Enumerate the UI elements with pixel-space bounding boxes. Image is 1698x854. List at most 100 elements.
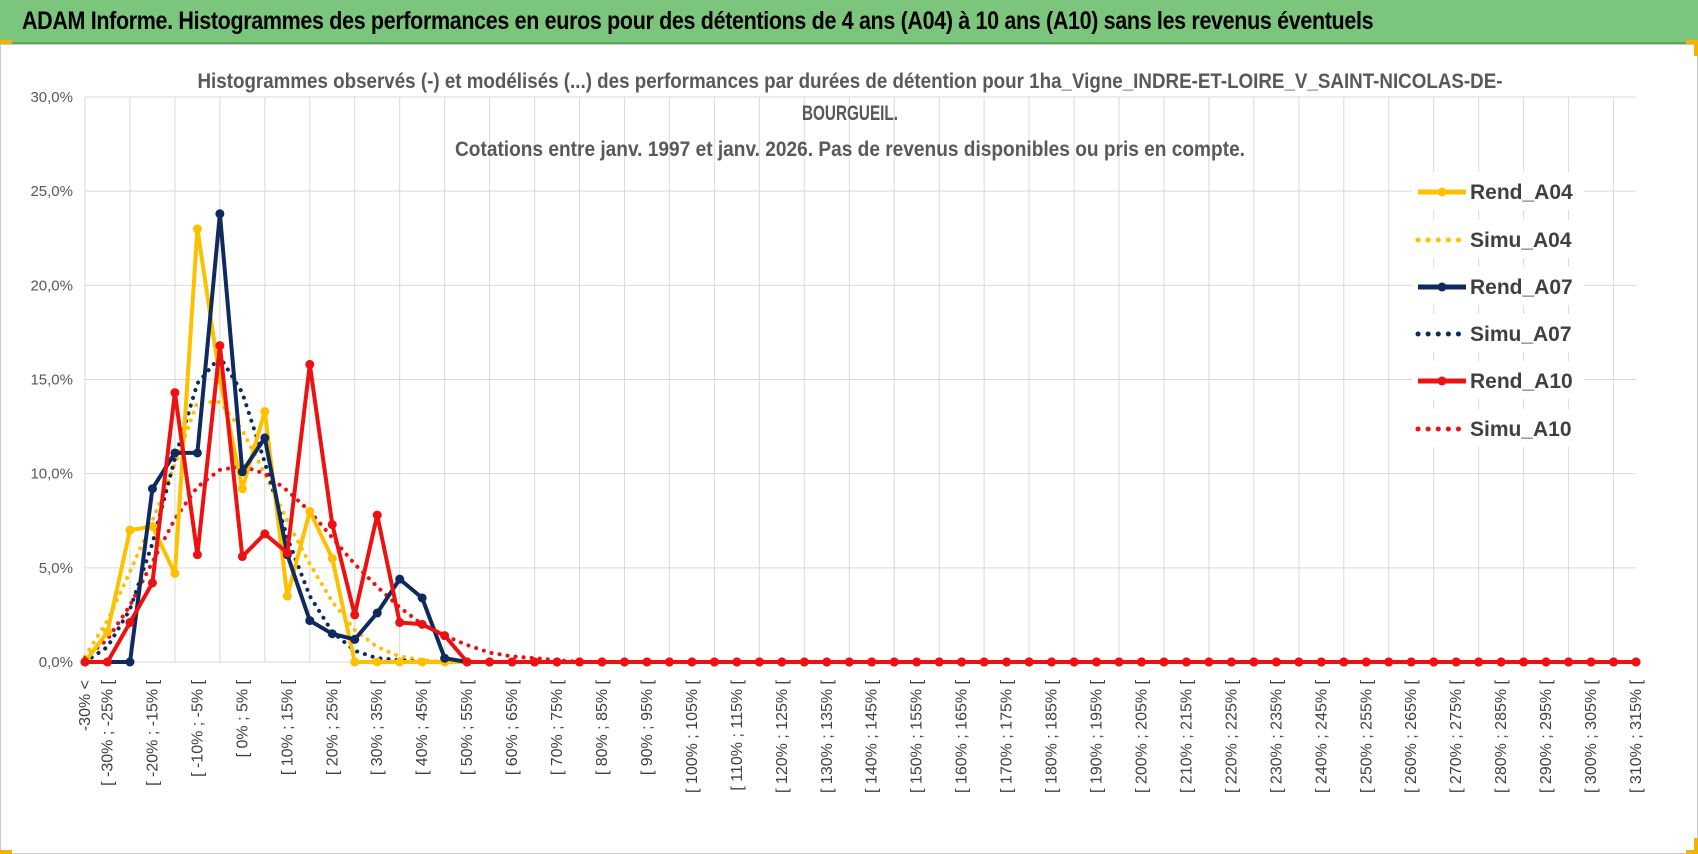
legend-label: Rend_A10	[1470, 370, 1573, 393]
data-point	[350, 657, 360, 667]
data-point	[732, 657, 742, 667]
data-point	[80, 657, 90, 667]
x-tick-label: [ 40% ; 45% [	[414, 679, 431, 775]
data-point	[1541, 657, 1551, 667]
chart-title-line: Cotations entre janv. 1997 et janv. 2026…	[455, 138, 1245, 161]
x-tick-label: [ 310% ; 315% [	[1628, 679, 1645, 793]
data-point	[979, 657, 989, 667]
data-point	[237, 552, 247, 562]
series-line	[83, 464, 1638, 664]
x-tick-label: [ 30% ; 35% [	[369, 679, 386, 775]
data-point	[305, 506, 315, 516]
data-point	[417, 657, 427, 667]
data-point	[575, 657, 585, 667]
data-point	[1474, 657, 1484, 667]
data-point	[1024, 657, 1034, 667]
data-point	[170, 568, 180, 578]
x-tick-label: [ 290% ; 295% [	[1538, 679, 1555, 793]
frame-corner-marker	[1694, 838, 1698, 850]
series-simu-a07	[83, 353, 1638, 664]
frame-corner-marker	[1694, 44, 1698, 56]
legend-item: Rend_A04	[1412, 172, 1584, 210]
data-point	[395, 657, 405, 667]
x-tick-label: [ -10% ; -5% [	[189, 679, 206, 776]
data-point	[1271, 657, 1281, 667]
x-tick-label: [ 140% ; 145% [	[864, 679, 881, 793]
data-point	[1204, 657, 1214, 667]
chart-title-line: BOURGUEIL.	[802, 102, 898, 125]
data-point	[327, 629, 337, 639]
data-point	[1136, 657, 1146, 667]
legend-item-background	[1412, 314, 1584, 352]
legend-marker	[1437, 187, 1447, 197]
series-line	[85, 211, 1636, 664]
y-tick-label: 0,0%	[39, 654, 73, 671]
legend-label: Simu_A04	[1470, 229, 1572, 252]
data-point	[1069, 657, 1079, 667]
x-tick-label: [ 150% ; 155% [	[909, 679, 926, 793]
x-tick-label: [ 270% ; 275% [	[1448, 679, 1465, 793]
frame-corner-marker	[0, 850, 12, 854]
data-point	[1429, 657, 1439, 667]
data-point	[1159, 657, 1169, 667]
x-tick-label: [ 300% ; 305% [	[1583, 679, 1600, 793]
data-point	[1496, 657, 1506, 667]
x-tick-label: [ 130% ; 135% [	[819, 679, 836, 793]
data-point	[237, 484, 247, 494]
chart-title-line: Histogrammes observés (-) et modélisés (…	[198, 70, 1503, 93]
legend-label: Simu_A10	[1470, 418, 1572, 441]
data-point	[192, 550, 202, 560]
x-tick-label: [ 170% ; 175% [	[999, 679, 1016, 793]
y-tick-label: 10,0%	[30, 466, 73, 483]
data-point	[350, 610, 360, 620]
frame-corner-marker	[0, 40, 12, 44]
data-point	[709, 657, 719, 667]
data-point	[462, 657, 472, 667]
data-point	[125, 657, 135, 667]
data-point	[372, 608, 382, 618]
legend-item: Simu_A10	[1412, 409, 1584, 447]
x-tick-label: [ 90% ; 95% [	[639, 679, 656, 775]
data-point	[687, 657, 697, 667]
data-point	[1181, 657, 1191, 667]
data-point	[664, 657, 674, 667]
data-point	[754, 657, 764, 667]
data-point	[642, 657, 652, 667]
series-line	[85, 343, 1636, 664]
data-point	[215, 209, 225, 219]
data-point	[1564, 657, 1574, 667]
x-tick-label: -30% <	[77, 680, 94, 731]
data-point	[934, 657, 944, 667]
data-point	[395, 617, 405, 627]
data-point	[417, 619, 427, 629]
y-tick-label: 15,0%	[30, 372, 73, 389]
series-lines	[80, 209, 1641, 667]
x-tick-label: [ 50% ; 55% [	[459, 679, 476, 775]
x-tick-label: [ 110% ; 115% [	[729, 679, 746, 790]
data-point	[912, 657, 922, 667]
data-point	[282, 591, 292, 601]
x-tick-label: [ 250% ; 255% [	[1358, 679, 1375, 793]
x-tick-label: [ 70% ; 75% [	[549, 679, 566, 775]
data-point	[102, 627, 112, 637]
data-point	[822, 657, 832, 667]
data-point	[552, 657, 562, 667]
y-tick-label: 5,0%	[39, 560, 73, 577]
legend-label: Simu_A07	[1470, 323, 1572, 346]
data-point	[957, 657, 967, 667]
data-point	[844, 657, 854, 667]
data-point	[305, 359, 315, 369]
data-point	[1361, 657, 1371, 667]
x-axis: -30% < [ -30% ; -25% [[ -20% ; -15% [[ -1…	[77, 679, 1645, 793]
data-point	[1406, 657, 1416, 667]
data-point	[372, 510, 382, 520]
data-point	[350, 634, 360, 644]
data-point	[1631, 657, 1641, 667]
x-tick-label: [ 100% ; 105% [	[684, 679, 701, 793]
data-point	[485, 657, 495, 667]
x-tick-label: [ 120% ; 125% [	[774, 679, 791, 793]
data-point	[192, 448, 202, 458]
legend: Rend_A04 Simu_A04 Rend_A07 Simu_A07 Rend_A10…	[1412, 172, 1584, 447]
data-point	[192, 224, 202, 234]
